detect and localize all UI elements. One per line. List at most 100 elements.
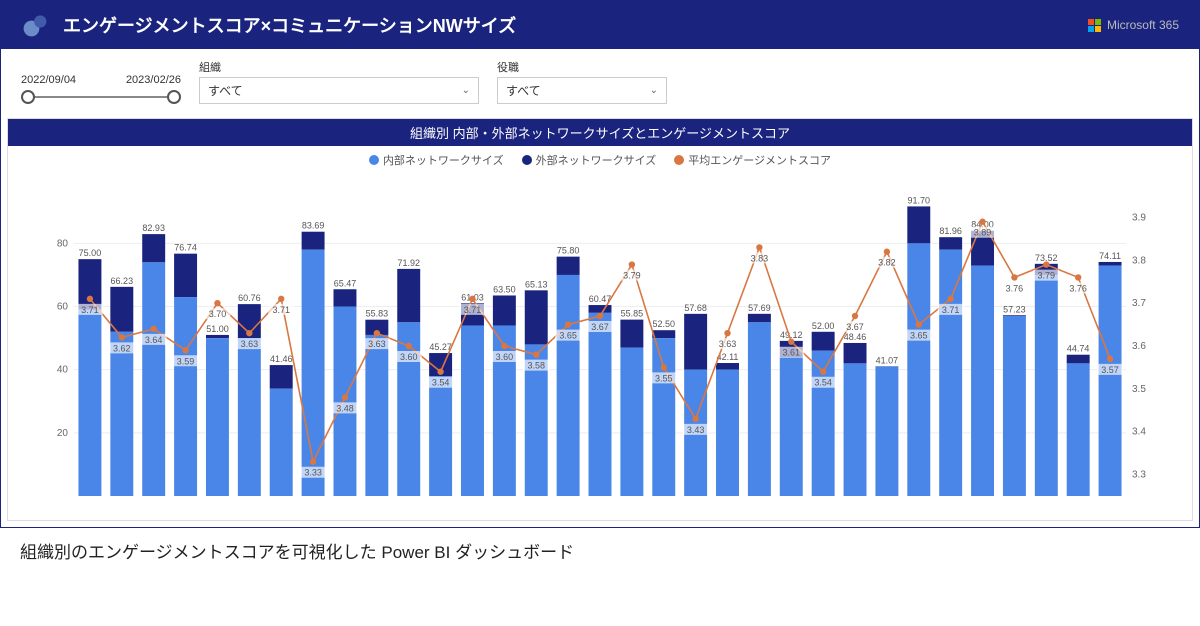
svg-text:3.70: 3.70 bbox=[209, 309, 227, 319]
svg-text:75.00: 75.00 bbox=[79, 248, 102, 258]
svg-text:3.55: 3.55 bbox=[655, 373, 673, 383]
svg-text:3.63: 3.63 bbox=[719, 339, 737, 349]
viva-icon bbox=[21, 11, 49, 39]
svg-text:83.69: 83.69 bbox=[302, 221, 325, 231]
chart-panel: 組織別 内部・外部ネットワークサイズとエンゲージメントスコア 内部ネットワークサ… bbox=[7, 118, 1193, 521]
svg-text:55.83: 55.83 bbox=[366, 309, 389, 319]
role-dropdown-value: すべて bbox=[506, 82, 541, 99]
svg-text:82.93: 82.93 bbox=[142, 223, 165, 233]
chart-area: 20 40 60 80 3.3 3.4 3.5 3.6 3.7 3.8 3.9 75.00 66.23 8… bbox=[8, 170, 1192, 520]
svg-text:3.62: 3.62 bbox=[113, 343, 131, 353]
svg-text:3.71: 3.71 bbox=[464, 305, 482, 315]
caption-text: 組織別のエンゲージメントスコアを可視化した Power BI ダッシュボード bbox=[0, 528, 1200, 569]
svg-text:40: 40 bbox=[57, 365, 69, 376]
svg-text:3.54: 3.54 bbox=[814, 378, 832, 388]
svg-text:3.9: 3.9 bbox=[1132, 212, 1146, 223]
date-start-label: 2022/09/04 bbox=[21, 74, 76, 86]
svg-text:3.64: 3.64 bbox=[145, 335, 163, 345]
svg-text:63.50: 63.50 bbox=[493, 284, 516, 294]
svg-text:3.65: 3.65 bbox=[559, 331, 577, 341]
svg-text:3.71: 3.71 bbox=[942, 305, 960, 315]
svg-text:3.71: 3.71 bbox=[81, 305, 99, 315]
svg-text:3.4: 3.4 bbox=[1132, 427, 1146, 438]
chart-legend: 内部ネットワークサイズ 外部ネットワークサイズ 平均エンゲージメントスコア bbox=[8, 146, 1192, 170]
svg-text:3.89: 3.89 bbox=[974, 228, 992, 238]
svg-text:75.80: 75.80 bbox=[557, 246, 580, 256]
svg-text:3.79: 3.79 bbox=[623, 271, 641, 281]
svg-text:66.23: 66.23 bbox=[111, 276, 134, 286]
legend-external: 外部ネットワークサイズ bbox=[522, 152, 657, 168]
svg-text:57.23: 57.23 bbox=[1003, 304, 1026, 314]
svg-text:3.76: 3.76 bbox=[1069, 283, 1087, 293]
svg-text:3.82: 3.82 bbox=[878, 258, 896, 268]
date-range-slider[interactable]: 2022/09/04 2023/02/26 bbox=[21, 74, 181, 104]
combo-chart: 20 40 60 80 3.3 3.4 3.5 3.6 3.7 3.8 3.9 75.00 66.23 8… bbox=[48, 178, 1152, 504]
svg-text:91.70: 91.70 bbox=[908, 195, 931, 205]
svg-text:76.74: 76.74 bbox=[174, 243, 197, 253]
svg-text:3.54: 3.54 bbox=[432, 378, 450, 388]
svg-text:45.27: 45.27 bbox=[429, 342, 452, 352]
ms-logo-icon bbox=[1088, 19, 1101, 32]
svg-text:20: 20 bbox=[57, 428, 69, 439]
svg-text:3.58: 3.58 bbox=[527, 361, 545, 371]
svg-text:65.47: 65.47 bbox=[334, 278, 357, 288]
svg-text:41.07: 41.07 bbox=[876, 355, 899, 365]
svg-text:73.52: 73.52 bbox=[1035, 253, 1058, 263]
svg-text:80: 80 bbox=[57, 238, 69, 249]
role-filter: 役職 すべて ⌄ bbox=[497, 59, 667, 104]
svg-text:3.67: 3.67 bbox=[846, 322, 864, 332]
brand-label: Microsoft 365 bbox=[1107, 18, 1179, 32]
svg-text:71.92: 71.92 bbox=[397, 258, 420, 268]
org-dropdown[interactable]: すべて ⌄ bbox=[199, 77, 479, 104]
header-bar: エンゲージメントスコア×コミュニケーションNWサイズ Microsoft 365 bbox=[1, 1, 1199, 49]
brand-ms365: Microsoft 365 bbox=[1088, 18, 1179, 32]
svg-text:55.85: 55.85 bbox=[621, 309, 644, 319]
svg-text:3.57: 3.57 bbox=[1101, 365, 1119, 375]
svg-text:44.74: 44.74 bbox=[1067, 344, 1090, 354]
svg-text:49.12: 49.12 bbox=[780, 330, 803, 340]
chevron-down-icon: ⌄ bbox=[650, 85, 658, 96]
svg-text:3.43: 3.43 bbox=[687, 425, 705, 435]
svg-text:3.3: 3.3 bbox=[1132, 470, 1146, 481]
svg-text:3.76: 3.76 bbox=[1006, 283, 1024, 293]
svg-text:41.46: 41.46 bbox=[270, 354, 293, 364]
legend-score: 平均エンゲージメントスコア bbox=[674, 152, 831, 168]
chevron-down-icon: ⌄ bbox=[462, 85, 470, 96]
svg-text:60: 60 bbox=[57, 302, 69, 313]
role-dropdown[interactable]: すべて ⌄ bbox=[497, 77, 667, 104]
legend-internal: 内部ネットワークサイズ bbox=[369, 152, 504, 168]
svg-text:3.8: 3.8 bbox=[1132, 255, 1146, 266]
svg-text:3.67: 3.67 bbox=[591, 322, 609, 332]
svg-text:51.00: 51.00 bbox=[206, 324, 229, 334]
svg-text:3.5: 3.5 bbox=[1132, 384, 1146, 395]
svg-text:3.63: 3.63 bbox=[241, 339, 259, 349]
svg-text:3.63: 3.63 bbox=[368, 339, 386, 349]
svg-text:57.68: 57.68 bbox=[684, 303, 707, 313]
filter-bar: 2022/09/04 2023/02/26 組織 すべて ⌄ 役職 すべて ⌄ bbox=[1, 49, 1199, 118]
svg-text:3.59: 3.59 bbox=[177, 356, 195, 366]
org-filter: 組織 すべて ⌄ bbox=[199, 59, 479, 104]
dashboard-container: エンゲージメントスコア×コミュニケーションNWサイズ Microsoft 365… bbox=[0, 0, 1200, 528]
svg-text:60.76: 60.76 bbox=[238, 293, 261, 303]
svg-text:3.61: 3.61 bbox=[783, 348, 801, 358]
svg-text:3.33: 3.33 bbox=[304, 468, 322, 478]
chart-title: 組織別 内部・外部ネットワークサイズとエンゲージメントスコア bbox=[8, 119, 1192, 146]
svg-text:65.13: 65.13 bbox=[525, 279, 548, 289]
svg-text:3.65: 3.65 bbox=[910, 331, 928, 341]
date-end-label: 2023/02/26 bbox=[126, 74, 181, 86]
svg-text:48.46: 48.46 bbox=[844, 332, 867, 342]
svg-text:3.6: 3.6 bbox=[1132, 341, 1146, 352]
role-filter-label: 役職 bbox=[497, 59, 667, 75]
svg-text:3.7: 3.7 bbox=[1132, 298, 1146, 309]
svg-text:52.00: 52.00 bbox=[812, 321, 835, 331]
svg-text:3.60: 3.60 bbox=[496, 352, 514, 362]
svg-text:81.96: 81.96 bbox=[939, 226, 962, 236]
svg-text:52.50: 52.50 bbox=[652, 319, 675, 329]
svg-text:3.48: 3.48 bbox=[336, 403, 354, 413]
slider-handle-start[interactable] bbox=[21, 90, 35, 104]
org-dropdown-value: すべて bbox=[208, 82, 243, 99]
svg-text:3.83: 3.83 bbox=[751, 253, 769, 263]
page-title: エンゲージメントスコア×コミュニケーションNWサイズ bbox=[63, 12, 516, 38]
svg-text:3.79: 3.79 bbox=[1038, 271, 1056, 281]
slider-handle-end[interactable] bbox=[167, 90, 181, 104]
